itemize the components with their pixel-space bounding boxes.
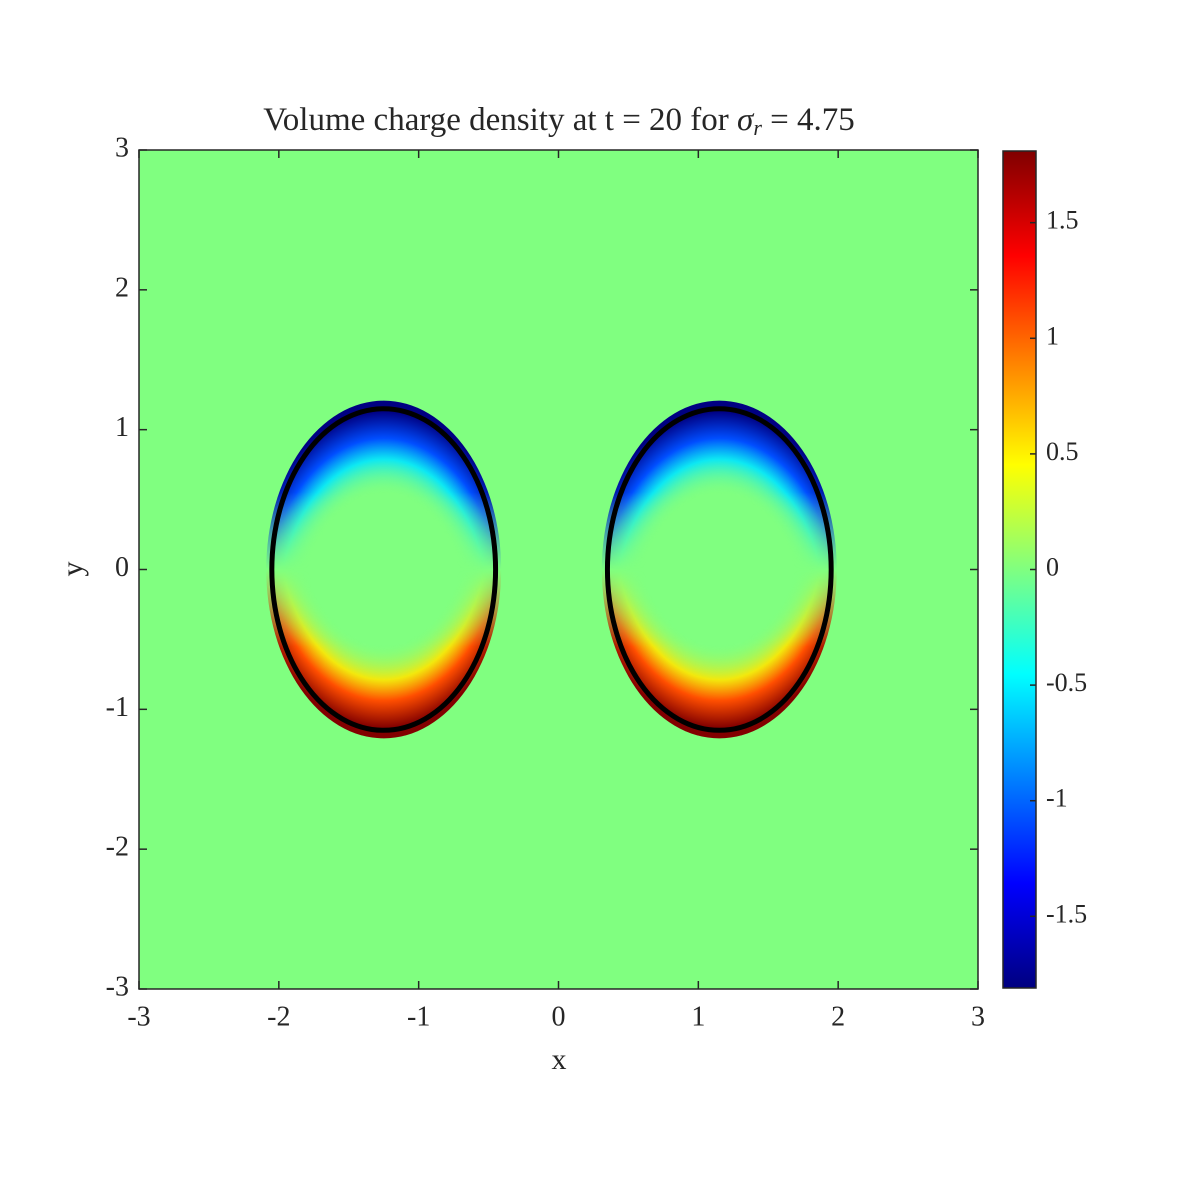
colorbar-tick-label: 0.5 — [1046, 437, 1079, 466]
interface-outline — [604, 406, 834, 733]
colorbar-tick-label: -0.5 — [1046, 668, 1087, 697]
y-tick-label: 1 — [115, 412, 129, 443]
x-tick-label: 2 — [831, 1001, 845, 1032]
title-subscript: r — [753, 115, 762, 140]
colorbar-tick-label: -1 — [1046, 784, 1068, 813]
charge-region — [601, 400, 837, 739]
title-tail: = 4.75 — [762, 102, 855, 138]
y-tick-label: -2 — [106, 832, 129, 863]
x-tick-label: -3 — [127, 1001, 150, 1032]
y-tick-label: 0 — [115, 552, 129, 583]
colorbar-tick-label: -1.5 — [1046, 899, 1087, 928]
x-tick-label: -2 — [267, 1001, 290, 1032]
field-background — [139, 150, 978, 989]
y-tick-label: 2 — [115, 272, 129, 303]
y-axis-label: y — [56, 562, 89, 577]
x-tick-label: 0 — [552, 1001, 566, 1032]
y-tick-label: 3 — [115, 132, 129, 163]
charge-region — [266, 400, 502, 739]
y-tick-label: -1 — [106, 692, 129, 723]
x-tick-label: -1 — [407, 1001, 430, 1032]
interface-outline — [269, 406, 499, 733]
title-text: Volume charge density at t = 20 for — [263, 102, 737, 138]
colorbar-tick-label: 1 — [1046, 321, 1059, 350]
chart-title: Volume charge density at t = 20 for σr =… — [263, 102, 855, 140]
x-axis-label: x — [552, 1043, 567, 1076]
x-tick-label: 3 — [971, 1001, 985, 1032]
y-tick-label: -3 — [106, 971, 129, 1002]
x-tick-label: 1 — [691, 1001, 705, 1032]
title-symbol: σ — [737, 102, 755, 138]
colorbar-tick-label: 1.5 — [1046, 206, 1079, 235]
colorbar-tick-label: 0 — [1046, 552, 1059, 581]
